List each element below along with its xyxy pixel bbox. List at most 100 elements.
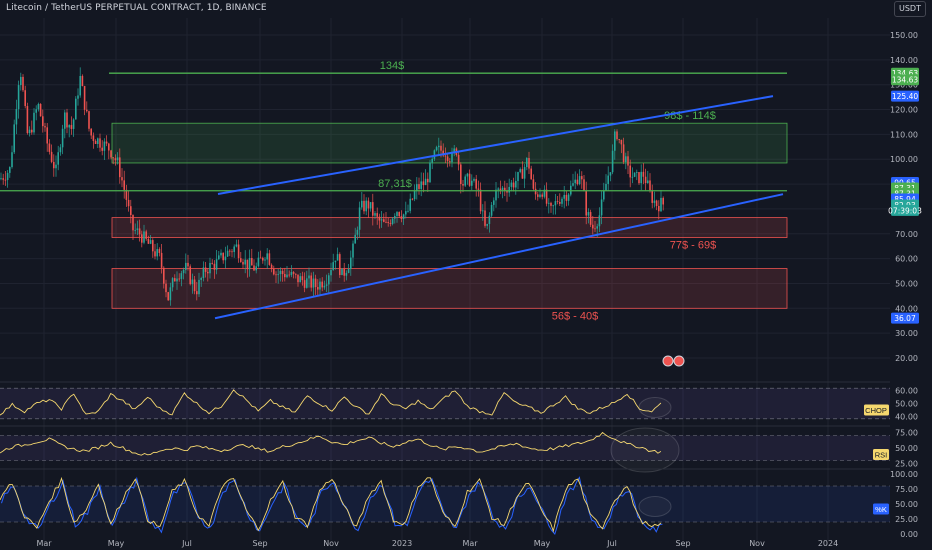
candle-body <box>50 151 53 162</box>
candle-body <box>490 204 493 216</box>
candle-body <box>24 90 26 107</box>
candle-body <box>449 161 451 163</box>
candle-body <box>565 194 568 201</box>
candle-body <box>647 180 649 184</box>
currency-button[interactable]: USDT <box>894 1 926 17</box>
candle-body <box>407 210 409 212</box>
candle-body <box>244 259 246 265</box>
candle-body <box>431 158 433 163</box>
indicator-line <box>0 431 662 456</box>
time-axis-label: Mar <box>462 539 478 548</box>
candle-body <box>207 271 209 274</box>
price-tag-label: 134.63 <box>892 76 918 85</box>
time-axis-label: Jul <box>606 539 617 548</box>
candle-body <box>644 176 647 184</box>
candle-body <box>462 184 464 186</box>
candle-body <box>64 112 66 129</box>
candle-body <box>286 274 288 278</box>
candle-body <box>268 253 271 265</box>
highlight-ellipse <box>638 496 672 517</box>
candle-body <box>9 167 11 173</box>
candle-body <box>636 172 638 173</box>
candle-body <box>92 135 95 141</box>
candle-body <box>119 157 121 178</box>
candle-body <box>345 272 348 276</box>
candle-body <box>169 287 172 301</box>
candle-body <box>473 179 475 181</box>
time-axis[interactable]: Mar May Jul Sep Nov 2023 Mar May Jul Sep Nov 2024 <box>36 539 838 548</box>
candle-body <box>486 224 488 226</box>
candle-body <box>191 279 194 285</box>
level-label: 134$ <box>380 60 404 72</box>
candle-body <box>295 273 297 275</box>
candle-body <box>281 270 284 275</box>
candle-body <box>180 273 183 279</box>
candle-body <box>303 280 306 288</box>
price-tag-background <box>891 204 919 216</box>
candle-body <box>541 194 543 197</box>
candle-body <box>453 148 455 154</box>
candle-body <box>308 275 310 279</box>
candle-body <box>363 200 365 212</box>
candle-body <box>163 267 165 284</box>
candle-body <box>594 228 596 230</box>
candle-body <box>457 154 460 165</box>
candle-body <box>110 150 112 158</box>
candle-body <box>147 238 150 244</box>
indicator-tick-label: 25.00 <box>895 515 918 524</box>
candle-body <box>427 178 429 183</box>
price-tick-label: 30.00 <box>895 329 918 338</box>
candle-body <box>347 268 350 273</box>
candle-body <box>548 202 550 204</box>
candle-body <box>385 221 387 223</box>
indicator-label: RSI <box>875 451 888 460</box>
candle-body <box>90 128 92 136</box>
candle-body <box>61 128 64 148</box>
candle-body <box>94 140 97 144</box>
earnings-marker-icon[interactable] <box>673 355 685 367</box>
candle-body <box>235 244 238 247</box>
price-tick-label: 110.00 <box>890 130 918 139</box>
candle-body <box>138 228 141 235</box>
candle-body <box>53 161 55 169</box>
candle-body <box>323 285 326 288</box>
time-axis-label: Nov <box>323 539 339 548</box>
candle-body <box>68 125 70 128</box>
candle-body <box>273 268 275 275</box>
indicator-label-chip <box>873 449 889 460</box>
candle-body <box>158 249 161 253</box>
candle-body <box>317 287 319 290</box>
candle-body <box>614 131 616 151</box>
candle-body <box>288 274 290 276</box>
candle-body <box>105 141 108 144</box>
candle-body <box>75 98 77 120</box>
price-tick-label: 120.00 <box>890 106 918 115</box>
candle-body <box>620 139 623 145</box>
candle-body <box>545 189 548 204</box>
candle-body <box>380 219 383 221</box>
candle-body <box>578 176 581 185</box>
indicator-panes: 60.00 50.00 40.00 CHOP 75.00 50.00 25.00 RSI 100… <box>0 381 918 539</box>
indicator-label: CHOP <box>865 406 887 415</box>
drawing-lines[interactable]: 134$ 87,31$ <box>0 60 787 320</box>
candle-body <box>284 274 286 278</box>
candle-body <box>438 145 440 148</box>
candle-body <box>424 178 427 186</box>
candle-body <box>312 278 315 288</box>
candle-body <box>658 205 660 212</box>
candle-body <box>160 252 163 268</box>
candle-body <box>55 164 57 169</box>
candle-body <box>211 262 213 264</box>
candle-body <box>341 268 343 275</box>
candle-body <box>550 202 552 206</box>
candle-body <box>369 202 372 209</box>
price-tag-label: 125.40 <box>892 92 918 101</box>
price-axis[interactable]: 150.00140.00130.00120.00110.00100.0090.0… <box>888 31 922 363</box>
candle-body <box>264 259 266 261</box>
candle-body <box>422 181 425 186</box>
candle-body <box>603 190 605 200</box>
dividend-marker-icon[interactable] <box>662 355 674 367</box>
event-markers[interactable] <box>662 355 685 367</box>
